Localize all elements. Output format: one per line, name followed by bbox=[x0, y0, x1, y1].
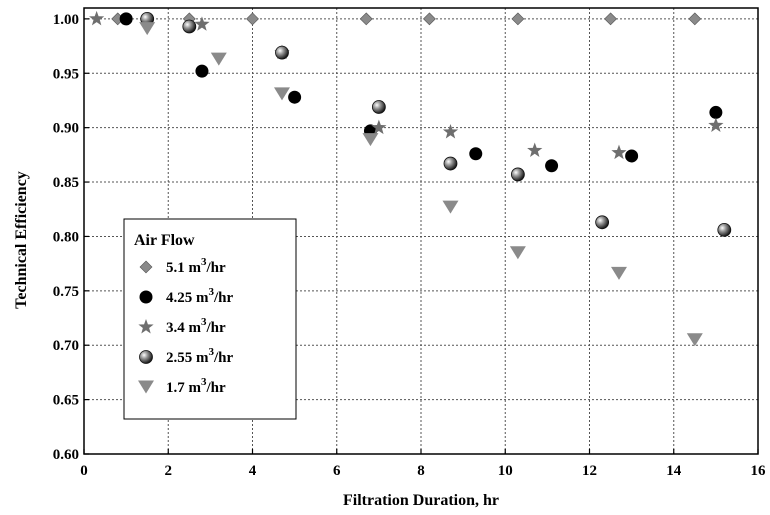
y-tick-label: 0.85 bbox=[53, 175, 79, 191]
data-point-sphere bbox=[371, 100, 386, 114]
x-tick-label: 10 bbox=[498, 463, 513, 479]
legend-item: 3.4 m3/hr bbox=[138, 316, 226, 336]
data-point-sphere bbox=[717, 223, 732, 237]
data-point-sphere bbox=[510, 167, 525, 182]
data-point-star bbox=[194, 16, 210, 31]
legend-marker-sphere bbox=[139, 350, 153, 364]
data-point-star bbox=[611, 144, 627, 160]
data-point-diamond bbox=[511, 12, 525, 26]
data-point-diamond bbox=[688, 12, 702, 26]
legend-label: 4.25 m3/hr bbox=[166, 286, 234, 306]
x-tick-label: 0 bbox=[80, 463, 88, 479]
data-point-triangle-down bbox=[610, 266, 627, 280]
series-4-points bbox=[140, 11, 732, 237]
data-point-diamond bbox=[246, 12, 259, 26]
legend-box bbox=[123, 218, 297, 420]
data-point-triangle-down bbox=[509, 246, 526, 260]
x-tick-label: 8 bbox=[417, 463, 425, 479]
x-tick-label: 16 bbox=[751, 463, 767, 479]
data-point-diamond bbox=[604, 12, 617, 26]
legend-label: 1.7 m3/hr bbox=[166, 376, 226, 396]
x-axis-title: Filtration Duration, hr bbox=[343, 492, 499, 509]
y-tick-label: 0.80 bbox=[53, 229, 79, 245]
axis-ticks: 0 2 4 6 8 10 12 14 16 0.60 0.65 0.70 0.75 0.80 0.85 0.9… bbox=[53, 12, 766, 479]
data-point-circle bbox=[545, 159, 559, 173]
y-tick-label: 0.65 bbox=[53, 393, 79, 409]
data-point-triangle-down bbox=[210, 52, 227, 66]
series-1-points bbox=[111, 12, 702, 26]
data-point-circle bbox=[195, 64, 209, 78]
data-point-triangle-down bbox=[273, 87, 290, 101]
data-point-star bbox=[708, 117, 724, 132]
legend-label: 5.1 m3/hr bbox=[166, 256, 226, 276]
data-points bbox=[89, 10, 732, 347]
data-point-circle bbox=[119, 12, 133, 26]
y-tick-label: 0.70 bbox=[53, 338, 79, 354]
y-tick-label: 0.90 bbox=[53, 121, 79, 137]
data-point-circle bbox=[709, 105, 723, 119]
legend-marker-diamond bbox=[139, 260, 153, 274]
data-point-triangle-down bbox=[442, 200, 459, 214]
data-point-circle bbox=[625, 149, 639, 163]
data-point-star bbox=[89, 10, 105, 26]
y-tick-label: 1.00 bbox=[53, 12, 79, 28]
x-tick-label: 14 bbox=[666, 463, 682, 479]
data-point-star bbox=[442, 124, 459, 139]
legend-item: 2.55 m3/hr bbox=[139, 346, 234, 366]
data-point-triangle-down bbox=[362, 133, 379, 147]
data-point-triangle-down bbox=[686, 333, 703, 347]
legend-marker-triangle-down bbox=[138, 380, 154, 394]
series-3-points bbox=[89, 10, 724, 160]
series-2-points bbox=[119, 12, 723, 173]
x-tick-label: 2 bbox=[165, 463, 173, 479]
legend-marker-circle bbox=[139, 290, 153, 304]
data-point-sphere bbox=[443, 156, 458, 171]
legend-item: 1.7 m3/hr bbox=[138, 376, 226, 396]
legend-title: Air Flow bbox=[134, 232, 195, 249]
data-point-diamond bbox=[359, 12, 373, 26]
legend-marker-star bbox=[138, 319, 154, 334]
x-tick-label: 4 bbox=[249, 463, 257, 479]
legend-label: 2.55 m3/hr bbox=[166, 346, 234, 366]
y-tick-label: 0.95 bbox=[53, 66, 79, 82]
data-point-sphere bbox=[182, 19, 197, 34]
x-tick-label: 6 bbox=[333, 463, 341, 479]
series-5-points bbox=[139, 22, 703, 347]
x-tick-label: 12 bbox=[582, 463, 597, 479]
legend-label: 3.4 m3/hr bbox=[166, 316, 226, 336]
data-point-triangle-down bbox=[139, 22, 156, 36]
data-point-sphere bbox=[275, 45, 289, 60]
data-point-circle bbox=[288, 90, 302, 104]
data-point-star bbox=[527, 142, 543, 157]
legend: Air Flow 5.1 m3/hr 4.25 m3/hr 3.4 m3/hr 2.5… bbox=[123, 218, 297, 420]
y-axis-title: Technical Efficiency bbox=[13, 171, 30, 309]
legend-item: 5.1 m3/hr bbox=[139, 256, 226, 276]
data-point-sphere bbox=[595, 215, 610, 230]
data-point-star bbox=[371, 119, 387, 135]
legend-item: 4.25 m3/hr bbox=[139, 286, 234, 306]
data-point-diamond bbox=[423, 12, 436, 26]
y-tick-label: 0.60 bbox=[53, 447, 79, 463]
y-tick-label: 0.75 bbox=[53, 284, 79, 300]
data-point-circle bbox=[469, 147, 483, 161]
